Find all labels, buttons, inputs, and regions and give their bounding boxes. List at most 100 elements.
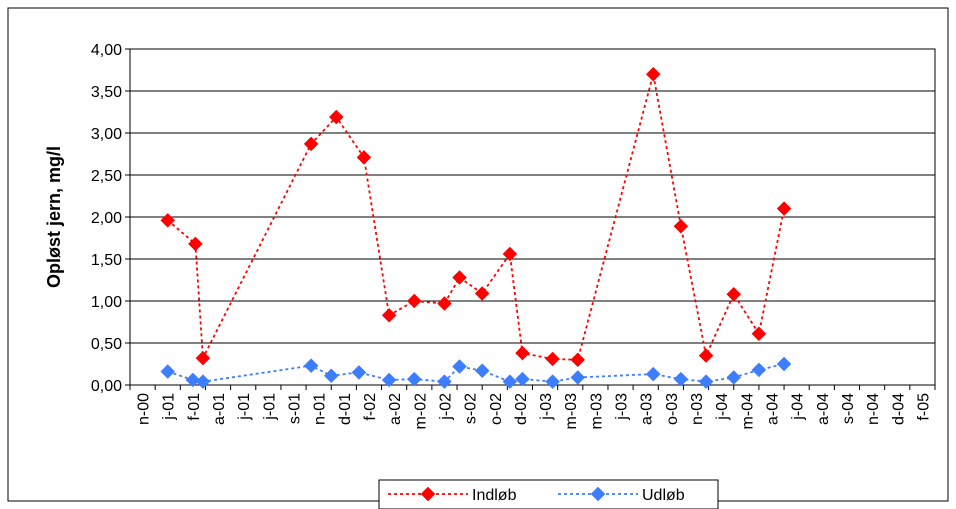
- x-tick-label: f-01: [186, 393, 203, 421]
- series-2: [160, 356, 792, 389]
- x-tick-label: j-02: [437, 393, 454, 421]
- x-axis-ticks: n-00 j-01 f-01 a-01 j-01 j-01 s-01 n-01 d-01 f-02…: [129, 385, 936, 430]
- x-tick-label: o-02: [488, 393, 505, 425]
- x-tick-label: j-01: [161, 393, 178, 421]
- data-point: [452, 359, 467, 374]
- data-point: [474, 286, 490, 301]
- series-1: [160, 66, 792, 368]
- x-tick-label: j-03: [614, 393, 631, 421]
- data-point: [726, 370, 742, 385]
- data-point: [545, 374, 560, 389]
- data-point: [351, 365, 367, 380]
- data-point: [452, 270, 467, 285]
- x-tick-label: n-04: [865, 393, 882, 425]
- x-tick-label: n-03: [689, 393, 706, 425]
- data-point: [751, 362, 767, 378]
- x-tick-label: j-04: [714, 393, 731, 421]
- chart-frame: [7, 7, 949, 502]
- data-point: [303, 136, 319, 152]
- data-point: [502, 374, 518, 389]
- x-tick-label: d-02: [513, 393, 530, 425]
- x-tick-label: m-04: [739, 393, 756, 430]
- x-tick-label: s-02: [463, 393, 480, 424]
- legend-label: Udløb: [642, 487, 685, 504]
- x-tick-label: a-03: [639, 393, 656, 425]
- data-point: [502, 246, 518, 262]
- data-point: [160, 213, 176, 228]
- y-tick-label: 3,00: [91, 126, 122, 143]
- x-tick-label: a-01: [211, 393, 228, 425]
- data-point: [328, 109, 344, 125]
- data-point: [570, 370, 586, 385]
- x-tick-label: m-03: [563, 393, 580, 430]
- data-point: [195, 350, 211, 366]
- series-line: [167, 73, 785, 362]
- x-tick-label: j-01: [261, 393, 278, 421]
- series-layer: [160, 66, 792, 389]
- data-point: [515, 345, 530, 361]
- data-point: [645, 66, 661, 82]
- data-point: [323, 368, 339, 384]
- legend-marker: [420, 486, 436, 502]
- x-tick-label: n-01: [312, 393, 329, 425]
- y-tick-label: 1,50: [91, 252, 122, 269]
- x-tick-label: s-01: [287, 393, 304, 424]
- x-tick-label: a-04: [815, 393, 832, 425]
- x-tick-label: s-04: [840, 393, 857, 424]
- data-point: [698, 348, 714, 363]
- data-point: [474, 363, 490, 379]
- legend-label: Indløb: [472, 487, 517, 504]
- x-tick-label: a-02: [387, 393, 404, 425]
- y-tick-label: 3,50: [91, 84, 122, 101]
- x-tick-label: m-02: [412, 393, 429, 430]
- data-point: [776, 356, 792, 372]
- data-point: [381, 307, 397, 323]
- data-point: [188, 236, 203, 252]
- data-point: [381, 372, 397, 388]
- data-point: [356, 150, 372, 165]
- y-tick-label: 0,50: [91, 336, 122, 353]
- data-point: [195, 374, 211, 389]
- data-point: [160, 364, 176, 379]
- x-tick-label: f-05: [915, 393, 932, 421]
- x-tick-label: j-01: [236, 393, 253, 421]
- data-point: [437, 374, 452, 389]
- data-point: [673, 218, 689, 234]
- x-tick-label: j-03: [538, 393, 555, 421]
- y-axis-label: Opløst jern, mg/l: [44, 146, 64, 288]
- x-tick-label: m-03: [588, 393, 605, 430]
- y-tick-label: 2,00: [91, 210, 122, 227]
- x-tick-label: d-01: [337, 393, 354, 425]
- data-point: [570, 352, 586, 368]
- data-point: [645, 366, 661, 382]
- y-tick-label: 0,00: [91, 378, 122, 395]
- x-tick-label: n-00: [136, 393, 153, 425]
- x-tick-label: a-04: [764, 393, 781, 425]
- data-point: [673, 371, 689, 387]
- x-tick-label: d-04: [890, 393, 907, 425]
- data-point: [776, 201, 792, 216]
- data-point: [437, 296, 452, 311]
- y-tick-label: 1,00: [91, 294, 122, 311]
- data-point: [726, 286, 742, 302]
- x-tick-label: f-02: [362, 393, 379, 421]
- x-tick-label: j-04: [790, 393, 807, 421]
- plot-area: [129, 48, 936, 386]
- data-point: [545, 351, 560, 367]
- series-line: [167, 363, 785, 383]
- data-point: [406, 371, 422, 387]
- data-point: [303, 358, 319, 374]
- legend: Indløb Udløb: [378, 479, 719, 509]
- data-point: [698, 374, 714, 389]
- y-tick-label: 2,50: [91, 168, 122, 185]
- x-tick-label: o-03: [664, 393, 681, 425]
- data-point: [751, 326, 767, 342]
- y-tick-label: 4,00: [91, 42, 122, 59]
- y-axis-ticks: 0,00 0,50 1,00 1,50 2,00 2,50 3,00 3,50 4,00: [91, 42, 130, 395]
- data-point: [515, 371, 530, 387]
- data-point: [406, 293, 422, 309]
- legend-box: [378, 479, 719, 509]
- data-point: [185, 372, 201, 388]
- legend-marker: [590, 486, 606, 502]
